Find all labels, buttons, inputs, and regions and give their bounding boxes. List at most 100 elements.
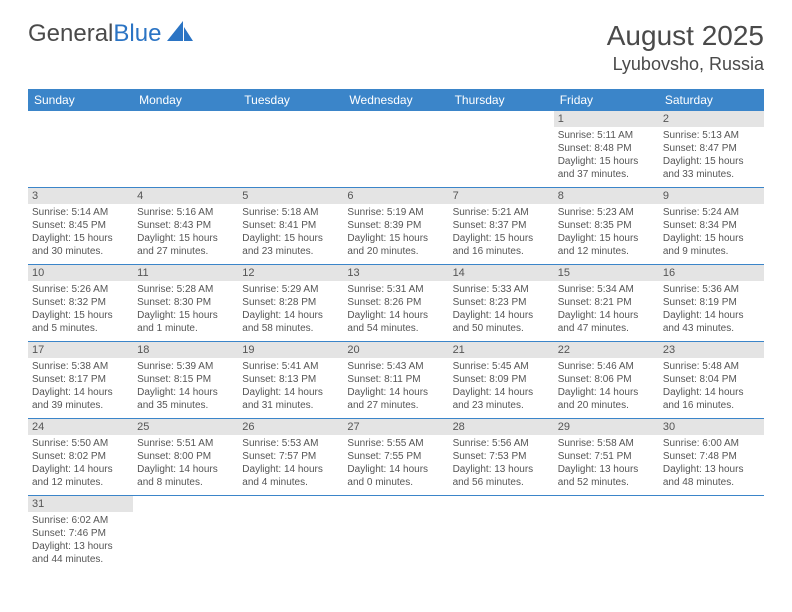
day-line: Sunrise: 5:53 AM — [242, 437, 339, 450]
day-number: 28 — [449, 419, 554, 435]
day-cell: 31Sunrise: 6:02 AMSunset: 7:46 PMDayligh… — [28, 496, 133, 573]
day-line: Sunrise: 5:13 AM — [663, 129, 760, 142]
day-cell: 25Sunrise: 5:51 AMSunset: 8:00 PMDayligh… — [133, 419, 238, 496]
day-body — [449, 115, 554, 171]
day-line: and 12 minutes. — [32, 476, 129, 489]
day-cell: 20Sunrise: 5:43 AMSunset: 8:11 PMDayligh… — [343, 342, 448, 419]
day-line: Daylight: 13 hours — [558, 463, 655, 476]
logo-text-blue: Blue — [113, 20, 161, 47]
logo-text-dark: General — [28, 20, 113, 47]
day-line: Sunrise: 5:45 AM — [453, 360, 550, 373]
day-line: Sunset: 8:45 PM — [32, 219, 129, 232]
day-line: Sunset: 8:11 PM — [347, 373, 444, 386]
day-cell: 29Sunrise: 5:58 AMSunset: 7:51 PMDayligh… — [554, 419, 659, 496]
day-line: and 50 minutes. — [453, 322, 550, 335]
day-line: and 30 minutes. — [32, 245, 129, 258]
day-line: Sunset: 7:55 PM — [347, 450, 444, 463]
day-cell — [449, 496, 554, 573]
day-line: Sunset: 8:47 PM — [663, 142, 760, 155]
day-body: Sunrise: 5:18 AMSunset: 8:41 PMDaylight:… — [238, 204, 343, 264]
day-line: Sunset: 8:19 PM — [663, 296, 760, 309]
day-line: and 35 minutes. — [137, 399, 234, 412]
day-cell: 30Sunrise: 6:00 AMSunset: 7:48 PMDayligh… — [659, 419, 764, 496]
day-cell — [238, 496, 343, 573]
day-number: 23 — [659, 342, 764, 358]
day-line: Sunrise: 5:11 AM — [558, 129, 655, 142]
day-line: Sunrise: 5:21 AM — [453, 206, 550, 219]
day-line: Daylight: 15 hours — [558, 232, 655, 245]
logo-text: GeneralBlue — [28, 20, 161, 48]
day-cell — [554, 496, 659, 573]
day-line: and 44 minutes. — [32, 553, 129, 566]
day-body: Sunrise: 6:02 AMSunset: 7:46 PMDaylight:… — [28, 512, 133, 572]
day-line: Daylight: 14 hours — [663, 309, 760, 322]
day-cell: 6Sunrise: 5:19 AMSunset: 8:39 PMDaylight… — [343, 188, 448, 265]
day-line: Sunrise: 5:18 AM — [242, 206, 339, 219]
day-line: Daylight: 14 hours — [242, 463, 339, 476]
day-cell: 28Sunrise: 5:56 AMSunset: 7:53 PMDayligh… — [449, 419, 554, 496]
day-number: 7 — [449, 188, 554, 204]
day-body: Sunrise: 5:53 AMSunset: 7:57 PMDaylight:… — [238, 435, 343, 495]
day-body — [238, 115, 343, 171]
week-row: 1Sunrise: 5:11 AMSunset: 8:48 PMDaylight… — [28, 111, 764, 188]
day-line: Sunrise: 5:23 AM — [558, 206, 655, 219]
day-body: Sunrise: 5:36 AMSunset: 8:19 PMDaylight:… — [659, 281, 764, 341]
day-line: Sunrise: 5:24 AM — [663, 206, 760, 219]
day-number: 21 — [449, 342, 554, 358]
day-cell: 17Sunrise: 5:38 AMSunset: 8:17 PMDayligh… — [28, 342, 133, 419]
day-body: Sunrise: 5:41 AMSunset: 8:13 PMDaylight:… — [238, 358, 343, 418]
day-cell: 14Sunrise: 5:33 AMSunset: 8:23 PMDayligh… — [449, 265, 554, 342]
day-body: Sunrise: 5:26 AMSunset: 8:32 PMDaylight:… — [28, 281, 133, 341]
day-cell: 22Sunrise: 5:46 AMSunset: 8:06 PMDayligh… — [554, 342, 659, 419]
day-cell — [343, 496, 448, 573]
header: GeneralBlue August 2025 Lyubovsho, Russi… — [28, 20, 764, 75]
day-number: 12 — [238, 265, 343, 281]
day-line: Sunrise: 5:16 AM — [137, 206, 234, 219]
day-line: Sunset: 8:02 PM — [32, 450, 129, 463]
day-body: Sunrise: 5:51 AMSunset: 8:00 PMDaylight:… — [133, 435, 238, 495]
day-number: 14 — [449, 265, 554, 281]
day-line: Daylight: 15 hours — [32, 232, 129, 245]
day-body: Sunrise: 5:16 AMSunset: 8:43 PMDaylight:… — [133, 204, 238, 264]
day-body — [133, 115, 238, 171]
day-number: 29 — [554, 419, 659, 435]
day-line: Sunset: 7:53 PM — [453, 450, 550, 463]
calendar-body: 1Sunrise: 5:11 AMSunset: 8:48 PMDaylight… — [28, 111, 764, 572]
day-line: and 52 minutes. — [558, 476, 655, 489]
day-cell: 11Sunrise: 5:28 AMSunset: 8:30 PMDayligh… — [133, 265, 238, 342]
day-line: Daylight: 13 hours — [663, 463, 760, 476]
day-line: Sunset: 8:06 PM — [558, 373, 655, 386]
day-line: and 20 minutes. — [347, 245, 444, 258]
day-cell: 15Sunrise: 5:34 AMSunset: 8:21 PMDayligh… — [554, 265, 659, 342]
day-line: Sunrise: 6:00 AM — [663, 437, 760, 450]
title-block: August 2025 Lyubovsho, Russia — [607, 20, 764, 75]
day-body — [28, 115, 133, 171]
day-line: and 16 minutes. — [663, 399, 760, 412]
day-body: Sunrise: 6:00 AMSunset: 7:48 PMDaylight:… — [659, 435, 764, 495]
day-line: and 9 minutes. — [663, 245, 760, 258]
day-line: Sunset: 8:41 PM — [242, 219, 339, 232]
day-number: 22 — [554, 342, 659, 358]
day-number: 6 — [343, 188, 448, 204]
day-line: Sunset: 8:23 PM — [453, 296, 550, 309]
day-header-row: SundayMondayTuesdayWednesdayThursdayFrid… — [28, 89, 764, 111]
day-body: Sunrise: 5:45 AMSunset: 8:09 PMDaylight:… — [449, 358, 554, 418]
day-line: Sunset: 7:57 PM — [242, 450, 339, 463]
day-line: and 20 minutes. — [558, 399, 655, 412]
day-cell — [133, 111, 238, 188]
day-line: and 37 minutes. — [558, 168, 655, 181]
day-line: and 31 minutes. — [242, 399, 339, 412]
day-line: Sunrise: 6:02 AM — [32, 514, 129, 527]
day-cell: 16Sunrise: 5:36 AMSunset: 8:19 PMDayligh… — [659, 265, 764, 342]
day-number: 24 — [28, 419, 133, 435]
day-body — [449, 500, 554, 556]
day-line: Daylight: 14 hours — [558, 309, 655, 322]
day-line: Daylight: 14 hours — [663, 386, 760, 399]
day-line: Sunset: 8:00 PM — [137, 450, 234, 463]
day-number: 10 — [28, 265, 133, 281]
day-number: 25 — [133, 419, 238, 435]
day-line: Sunset: 7:51 PM — [558, 450, 655, 463]
day-body — [343, 500, 448, 556]
day-line: and 27 minutes. — [347, 399, 444, 412]
day-body: Sunrise: 5:39 AMSunset: 8:15 PMDaylight:… — [133, 358, 238, 418]
